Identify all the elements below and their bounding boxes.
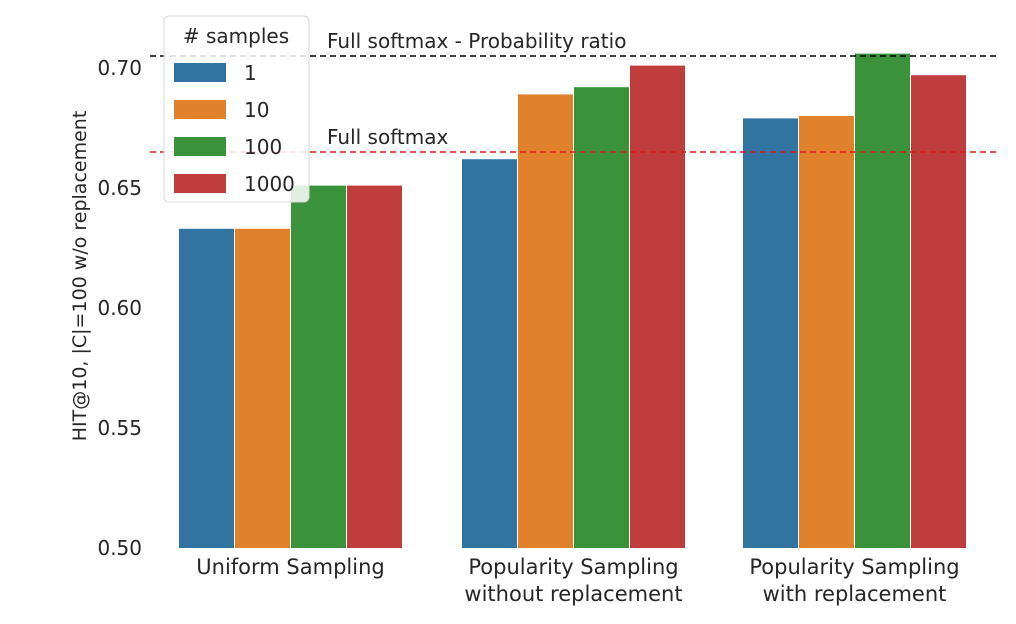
bar-0-series-1 [179, 228, 234, 549]
x-axis-categories: Uniform Sampling Popularity Sampling witho… [196, 555, 959, 606]
legend-label-1000: 1000 [244, 172, 295, 196]
x-category-label: with replacement [763, 582, 947, 606]
bar-1-series-1 [462, 159, 517, 548]
legend-swatch-100 [174, 137, 226, 156]
y-tick-label: 0.55 [97, 416, 142, 440]
bar-1-series-100 [574, 87, 629, 548]
y-tick-label: 0.60 [97, 296, 142, 320]
bar-2-series-1 [743, 118, 798, 549]
y-tick-label: 0.70 [97, 56, 142, 80]
legend-title: # samples [183, 24, 289, 48]
bar-0-series-1000 [347, 185, 402, 548]
y-axis-title: HIT@10, |C|=100 w/o replacement [69, 111, 91, 442]
legend-swatch-1000 [174, 174, 226, 193]
reference-line-label-0: Full softmax - Probability ratio [327, 29, 626, 53]
x-category-label: without replacement [464, 582, 682, 606]
y-axis-ticks: 0.50 0.55 0.60 0.65 0.70 [97, 56, 142, 560]
bar-2-series-1000 [911, 75, 966, 548]
legend: # samples 1 10 100 1000 [163, 15, 310, 203]
legend-label-1: 1 [244, 61, 257, 85]
x-category-label: Uniform Sampling [196, 555, 384, 579]
bar-1-series-10 [518, 94, 573, 549]
bars-layer [179, 53, 966, 549]
y-tick-label: 0.65 [97, 176, 142, 200]
x-category-label: Popularity Sampling [468, 555, 678, 579]
x-category-label: Popularity Sampling [749, 555, 959, 579]
legend-swatch-1 [174, 63, 226, 82]
bar-0-series-10 [235, 228, 290, 549]
legend-label-100: 100 [244, 135, 282, 159]
bar-2-series-100 [855, 53, 910, 548]
legend-swatch-10 [174, 100, 226, 119]
bar-2-series-10 [799, 116, 854, 548]
bar-0-series-100 [291, 185, 346, 548]
legend-label-10: 10 [244, 98, 269, 122]
y-tick-label: 0.50 [97, 536, 142, 560]
bar-1-series-1000 [630, 65, 685, 548]
reference-line-label-1: Full softmax [327, 125, 448, 149]
reference-lines-layer: Full softmax - Probability ratio Full sof… [150, 29, 1000, 153]
